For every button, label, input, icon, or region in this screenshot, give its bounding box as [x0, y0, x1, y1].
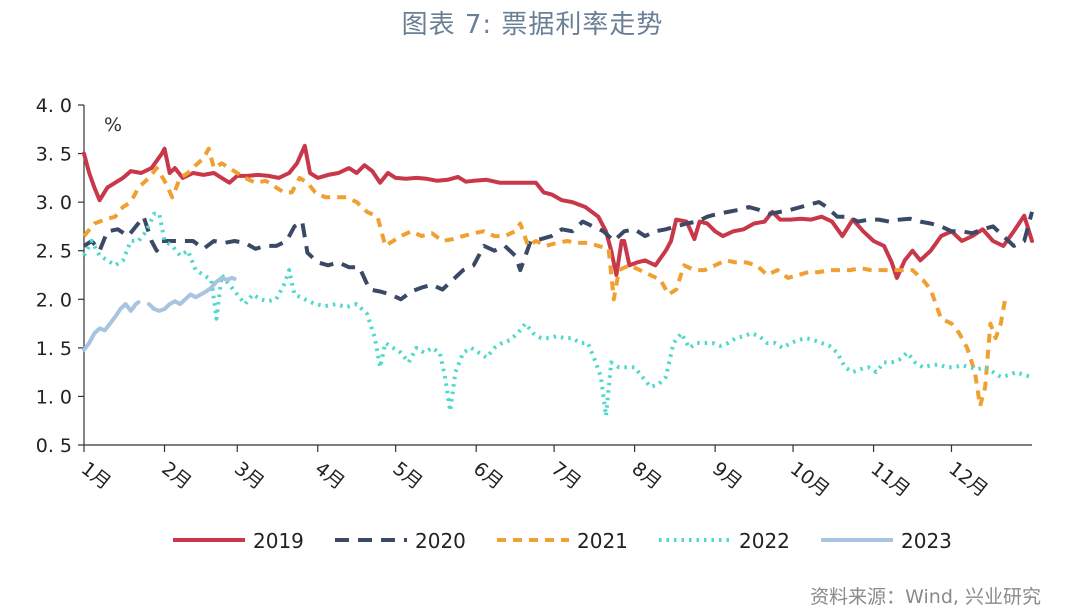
x-tick-label: 3月 — [230, 458, 268, 494]
x-axis: 1月 2月 3月 4月 5月 6月 7月 8月 9月 10月 11月 12月 — [77, 444, 1032, 502]
legend: 2019 2020 2021 2022 2023 — [173, 529, 952, 553]
legend-label-2021: 2021 — [577, 529, 628, 553]
x-tick-label: 10月 — [786, 458, 834, 502]
y-tick-label: 2. 5 — [36, 241, 72, 263]
x-tick-label: 11月 — [866, 458, 914, 502]
y-tick-label: 1. 5 — [36, 338, 72, 360]
y-tick-label: 2. 0 — [36, 289, 72, 311]
legend-label-2023: 2023 — [901, 529, 952, 553]
x-tick-label: 5月 — [389, 458, 427, 494]
series-line-2021 — [82, 146, 1008, 409]
y-tick-label: 1. 0 — [36, 386, 72, 408]
x-tick-label: 1月 — [77, 458, 115, 494]
y-tick-label: 3. 5 — [36, 144, 72, 166]
x-tick-label: 12月 — [944, 458, 992, 502]
series-layer — [82, 143, 1034, 418]
x-tick-label: 6月 — [469, 458, 507, 494]
legend-label-2020: 2020 — [415, 529, 466, 553]
x-tick-label: 7月 — [547, 458, 585, 494]
legend-label-2022: 2022 — [739, 529, 790, 553]
y-axis: 4. 0 3. 5 3. 0 2. 5 2. 0 1. 5 1. 0 0. 5 — [36, 95, 85, 457]
y-tick-label: 4. 0 — [36, 95, 72, 117]
y-tick-label: 0. 5 — [36, 435, 72, 457]
x-tick-label: 9月 — [708, 458, 746, 494]
x-tick-label: 4月 — [311, 458, 349, 494]
series-line-2019 — [82, 143, 1034, 280]
x-tick-label: 2月 — [157, 458, 195, 494]
series-line-2023 — [146, 275, 237, 313]
series-line-2023 — [82, 300, 141, 352]
series-line-2020 — [82, 200, 1034, 302]
y-tick-label: 3. 0 — [36, 192, 72, 214]
legend-label-2019: 2019 — [253, 529, 304, 553]
x-tick-label: 8月 — [628, 458, 666, 494]
source-note: 资料来源：Wind, 兴业研究 — [810, 586, 1041, 608]
chart-title: 图表 7: 票据利率走势 — [401, 10, 664, 40]
unit-label: % — [104, 114, 122, 136]
